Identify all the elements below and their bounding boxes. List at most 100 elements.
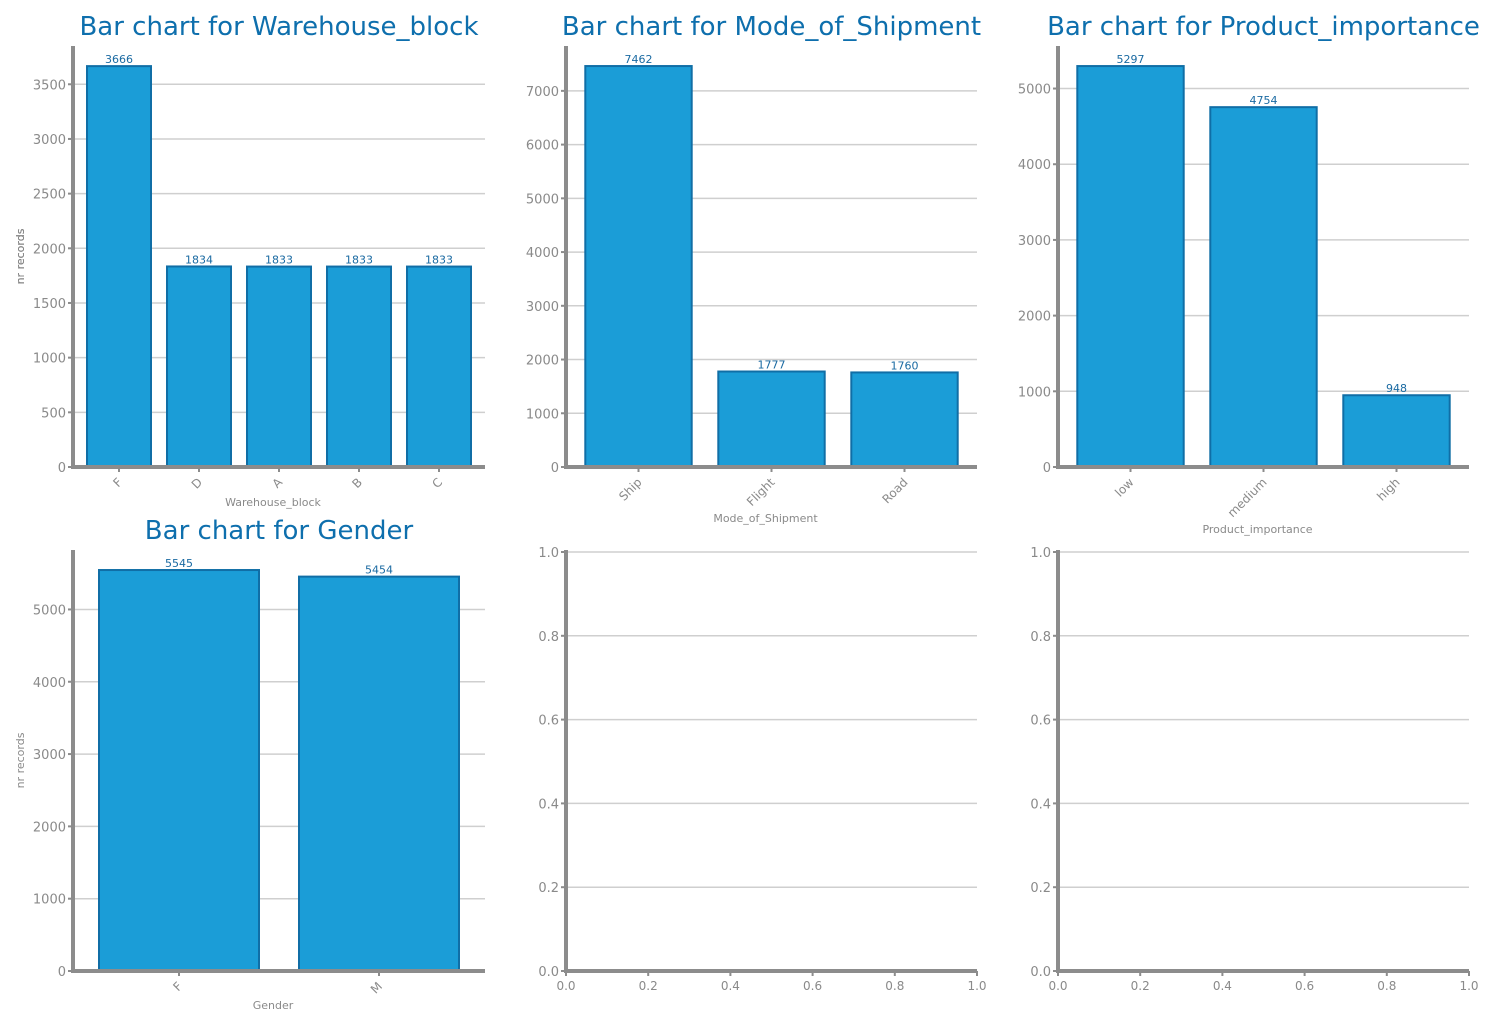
- y-tick-label: 4000: [33, 676, 66, 691]
- y-tick-label: 1000: [526, 407, 559, 422]
- y-tick-label: 0.2: [538, 881, 559, 896]
- x-tick-label: C: [429, 475, 445, 491]
- y-tick-label: 7000: [526, 85, 559, 100]
- bar: [98, 569, 260, 972]
- x-tick-label: F: [170, 979, 185, 994]
- x-tick-label: 0.8: [885, 979, 904, 993]
- y-tick-label: 2000: [1018, 310, 1051, 325]
- bar-value-label: 5297: [1117, 53, 1145, 66]
- y-tick-label: 500: [41, 406, 66, 421]
- y-tick-label: 3500: [33, 78, 66, 93]
- bar-value-label: 7462: [625, 53, 653, 66]
- chart-panel-4: 0 1000 2000 3000 4000 5000 5545 F 5454 M Bar chart…: [14, 516, 485, 1012]
- x-tick-label: 0.0: [1048, 979, 1067, 993]
- y-tick-label: 1000: [33, 352, 66, 367]
- x-tick-label: A: [269, 475, 285, 491]
- y-tick-label: 0.6: [538, 714, 559, 729]
- bar-value-label: 948: [1386, 382, 1407, 395]
- x-tick-label: 0.6: [1295, 979, 1314, 993]
- y-tick-label: 1500: [33, 297, 66, 312]
- x-tick-label: Ship: [616, 475, 644, 503]
- chart-title: Bar chart for Gender: [145, 516, 414, 546]
- bar: [406, 265, 472, 469]
- y-tick-label: 1000: [1018, 385, 1051, 400]
- x-tick-label: 0.2: [1131, 979, 1150, 993]
- bar: [1076, 65, 1185, 468]
- x-tick-label: high: [1374, 475, 1402, 503]
- chart-title: Bar chart for Mode_of_Shipment: [562, 12, 981, 42]
- chart-panel-1: 0 500 1000 1500 2000 2500 3000 3500 3666 F 1834 D 18…: [14, 12, 485, 509]
- bar: [850, 371, 959, 468]
- x-tick-label: 0.4: [1213, 979, 1232, 993]
- x-tick-label: 1.0: [1459, 979, 1478, 993]
- chart-panel-5: 0.0 0.2 0.4 0.6 0.8 1.0 0.0 0.2 0.4 0.6 0.8 1.0: [538, 546, 986, 993]
- y-tick-label: 3000: [526, 300, 559, 315]
- bar: [717, 370, 826, 469]
- y-tick-label: 0.8: [1030, 630, 1051, 645]
- y-axis-label: nr records: [14, 732, 27, 788]
- bar-value-label: 1834: [185, 253, 213, 266]
- x-tick-label: 1.0: [967, 979, 986, 993]
- y-tick-label: 4000: [526, 246, 559, 261]
- bar: [166, 265, 232, 468]
- y-tick-label: 0.6: [1030, 714, 1051, 729]
- y-tick-label: 0: [58, 461, 66, 476]
- x-tick-label: M: [368, 979, 385, 996]
- x-tick-label: 0.8: [1377, 979, 1396, 993]
- y-tick-label: 5000: [33, 603, 66, 618]
- y-tick-label: 3000: [33, 748, 66, 763]
- bar-value-label: 5454: [365, 564, 393, 577]
- y-tick-label: 0: [58, 965, 66, 980]
- y-tick-label: 0.4: [538, 797, 559, 812]
- bar: [86, 65, 152, 469]
- y-axis-label: nr records: [14, 228, 27, 284]
- y-tick-label: 0: [1043, 461, 1051, 476]
- x-tick-label: 0.0: [556, 979, 575, 993]
- y-tick-label: 6000: [526, 139, 559, 154]
- bar: [246, 265, 312, 469]
- y-axis-label: nr records: [14, 228, 27, 284]
- y-tick-label: 2000: [526, 354, 559, 369]
- x-tick-label: 0.6: [803, 979, 822, 993]
- x-tick-label: Flight: [744, 475, 778, 509]
- y-tick-label: 2500: [33, 188, 66, 203]
- y-tick-label: 3000: [33, 133, 66, 148]
- x-tick-label: low: [1112, 475, 1137, 500]
- bar-value-label: 1760: [891, 359, 919, 372]
- bar: [1342, 394, 1451, 469]
- chart-title: Bar chart for Warehouse_block: [79, 12, 478, 42]
- x-tick-label: D: [189, 475, 205, 491]
- y-tick-label: 1.0: [538, 546, 559, 561]
- x-axis-label: Product_importance: [1202, 523, 1312, 536]
- chart-panel-6: 0.0 0.2 0.4 0.6 0.8 1.0 0.0 0.2 0.4 0.6 0.8 1.0: [1030, 546, 1478, 993]
- x-axis-label: Gender: [253, 999, 294, 1012]
- y-tick-label: 1.0: [1030, 546, 1051, 561]
- y-tick-label: 2000: [33, 820, 66, 835]
- bar: [584, 65, 693, 468]
- y-tick-label: 3000: [1018, 234, 1051, 249]
- y-tick-label: 5000: [526, 192, 559, 207]
- chart-panel-3: 0100020003000400050005297low4754medium94…: [14, 12, 1480, 536]
- bar-value-label: 1777: [758, 359, 786, 372]
- bar: [1209, 106, 1318, 468]
- x-axis-label: Mode_of_Shipment: [713, 512, 818, 525]
- chart-panel-2: 0 1000 2000 3000 4000 5000 6000 7000 7462 Ship 177…: [14, 12, 981, 525]
- x-tick-label: 0.2: [639, 979, 658, 993]
- bar-value-label: 5545: [165, 557, 193, 570]
- x-tick-label: F: [110, 475, 125, 490]
- bar-value-label: 4754: [1250, 94, 1278, 107]
- x-tick-label: 0.4: [721, 979, 740, 993]
- x-tick-label: B: [349, 475, 365, 491]
- x-tick-label: medium: [1225, 475, 1270, 520]
- y-tick-label: 0.4: [1030, 797, 1051, 812]
- y-tick-label: 5000: [1018, 83, 1051, 98]
- y-axis-label: nr records: [14, 228, 27, 284]
- x-tick-label: Road: [879, 475, 910, 506]
- y-tick-label: 0.0: [538, 965, 559, 980]
- bar: [326, 265, 392, 469]
- y-tick-label: 1000: [33, 893, 66, 908]
- y-tick-label: 4000: [1018, 158, 1051, 173]
- y-tick-label: 0.2: [1030, 881, 1051, 896]
- x-axis-label: Warehouse_block: [225, 496, 321, 509]
